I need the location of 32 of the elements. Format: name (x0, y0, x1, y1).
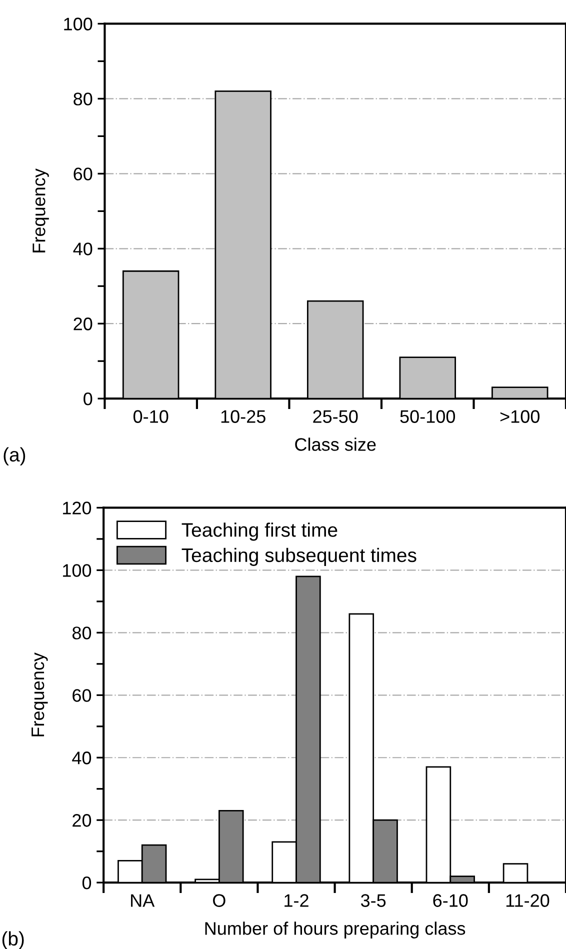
y-tick-label: 100 (64, 18, 92, 30)
text: (a) (4, 447, 26, 466)
y-tick-label: 40 (73, 242, 92, 256)
y-tick-label: 80 (72, 626, 92, 640)
y-axis-title: Frequency (32, 652, 48, 736)
y-axis-title: Frequency (32, 168, 49, 252)
y-tick-label: 60 (72, 689, 92, 702)
x-tick-label: 10-25 (221, 410, 266, 423)
x-tick-label: 11-20 (506, 894, 550, 907)
x-tick-label: 1-2 (284, 894, 308, 907)
x-tick-label: 25-50 (313, 410, 358, 423)
y-tick-label: 20 (72, 814, 92, 827)
x-tick-label: 0-10 (133, 410, 168, 423)
x-tick-label: NA (131, 894, 155, 907)
y-tick-label: 40 (72, 752, 92, 764)
y-tick-label: 0 (82, 876, 92, 890)
x-tick-label: O (213, 894, 226, 907)
x-tick-label: >100 (500, 410, 540, 423)
y-tick-label: 80 (74, 92, 92, 106)
y-tick-label: 120 (63, 502, 92, 514)
x-axis-title: Class size (295, 438, 376, 451)
x-tick-label: 3-5 (360, 894, 386, 907)
y-tick-label: 60 (74, 168, 92, 180)
y-tick-label: 0 (84, 392, 92, 406)
y-tick-label: 100 (63, 564, 92, 577)
x-tick-label: 6-10 (433, 894, 468, 907)
legend-label: Teaching first time (182, 522, 338, 541)
y-tick-label: 20 (74, 318, 92, 330)
legend-label: Teaching subsequent times (182, 548, 416, 566)
text: (b) (2, 931, 24, 949)
x-axis-title: Number of hours preparing class (205, 922, 466, 938)
x-tick-label: 50-100 (400, 410, 456, 423)
